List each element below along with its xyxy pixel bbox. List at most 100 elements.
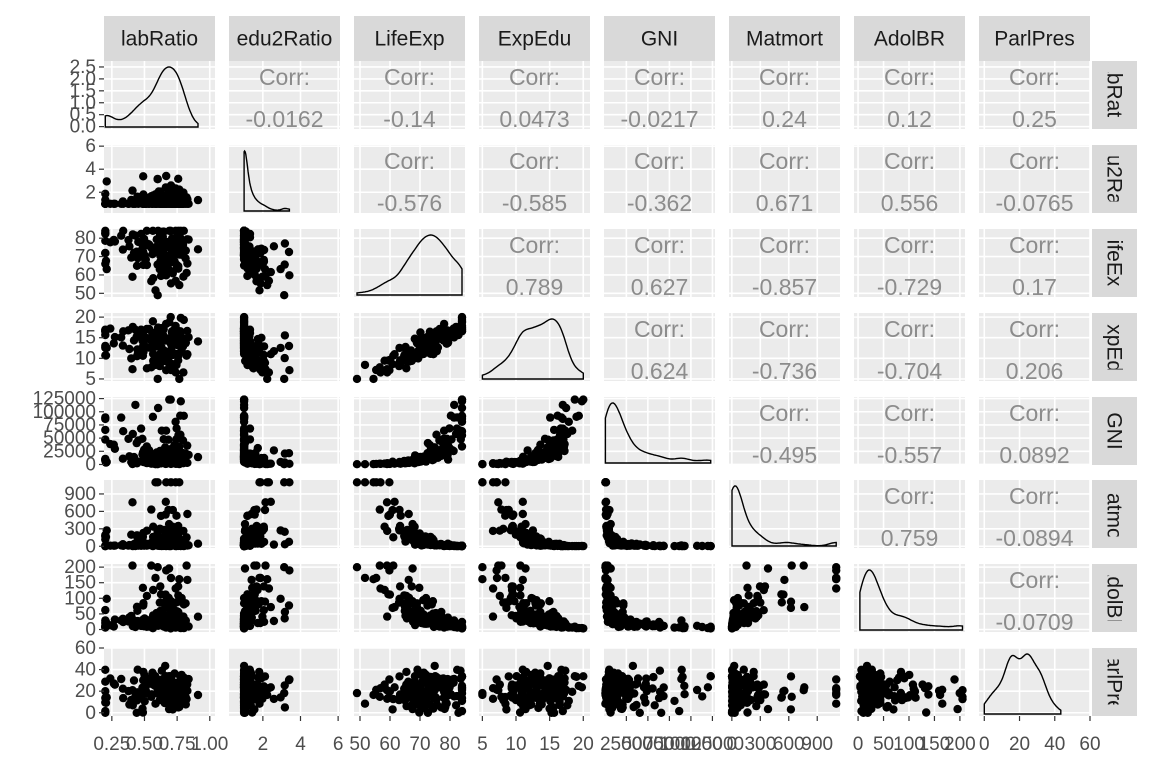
scatter-point [148, 624, 158, 633]
scatter-point [635, 708, 644, 717]
scatter-point [492, 573, 502, 583]
scatter-point [706, 622, 715, 631]
corr-title: Corr: [884, 148, 935, 174]
scatter-point [753, 591, 762, 601]
scatter-point [266, 683, 275, 692]
scatter-point [162, 171, 171, 181]
scatter-point [547, 708, 556, 717]
scatter-point [570, 395, 579, 404]
scatter-point [166, 597, 176, 606]
panel-ExpEdu-LifeExp [352, 312, 467, 384]
scatter-point [501, 573, 510, 583]
scatter-point [601, 478, 610, 487]
panel-ExpEdu-ExpEdu [479, 313, 590, 381]
panel-background [729, 480, 840, 548]
corr-value-labRatio-LifeExp: -0.14 [383, 106, 436, 132]
scatter-point [175, 610, 184, 619]
scatter-point [407, 582, 416, 591]
corr-title: Corr: [634, 232, 685, 258]
scatter-point [176, 623, 185, 633]
scatter-point [148, 329, 157, 338]
panel-LifeExp-labRatio [101, 226, 215, 300]
corr-title: Corr: [634, 316, 685, 342]
scatter-point [257, 674, 266, 683]
scatter-point [149, 274, 158, 283]
scatter-point [193, 245, 203, 254]
scatter-point [140, 341, 149, 350]
panel-LifeExp-ParlPres: Corr: 0.17 [979, 229, 1091, 300]
scatter-point [832, 675, 841, 684]
scatter-point [419, 668, 428, 677]
scatter-point [149, 680, 158, 689]
scatter-point [561, 403, 571, 413]
scatter-point [523, 694, 532, 704]
scatter-point [285, 566, 294, 575]
scatter-point [619, 599, 628, 608]
scatter-point [101, 665, 110, 674]
scatter-point [132, 261, 142, 270]
scatter-point [509, 687, 518, 696]
scatter-point [167, 530, 176, 539]
column-strip-AdolBR [854, 16, 965, 61]
scatter-point [139, 622, 149, 631]
scatter-point [924, 690, 933, 699]
scatter-point [601, 505, 611, 514]
scatter-point [625, 684, 634, 693]
scatter-point [269, 347, 279, 356]
scatter-point [250, 561, 259, 570]
scatter-point [257, 333, 266, 342]
scatter-point [239, 682, 249, 691]
scatter-point [360, 478, 370, 487]
scatter-point [253, 618, 262, 628]
column-strip-label: AdolBR [874, 28, 945, 51]
scatter-point [603, 694, 612, 704]
corr-value-edu2Ratio-AdolBR: 0.556 [881, 190, 939, 216]
scatter-point [548, 445, 557, 454]
scatter-point [280, 353, 289, 363]
scatter-point [239, 403, 249, 413]
scatter-point [389, 351, 398, 360]
scatter-point [128, 429, 137, 439]
panel-LifeExp-Matmort: Corr: -0.857 [729, 229, 840, 300]
scatter-point [533, 445, 543, 455]
scatter-point [156, 261, 165, 271]
scatter-point [742, 694, 751, 704]
scatter-point [239, 672, 249, 681]
scatter-point [128, 230, 137, 239]
scatter-point [284, 247, 294, 257]
scatter-point [149, 356, 158, 365]
panel-AdolBR-LifeExp [352, 561, 467, 633]
scatter-point [537, 700, 546, 709]
scatter-point [546, 413, 555, 422]
scatter-point [156, 511, 166, 521]
scatter-point [139, 445, 149, 454]
scatter-point [128, 701, 137, 710]
scatter-point [276, 343, 285, 353]
scatter-point [151, 573, 160, 583]
scatter-point [193, 539, 203, 548]
scatter-point [561, 541, 570, 551]
scatter-point [149, 585, 158, 595]
panel-Matmort-edu2Ratio [229, 478, 340, 551]
scatter-point [128, 322, 137, 332]
scatter-point [176, 411, 185, 420]
scatter-point [250, 268, 259, 278]
scatter-point [428, 674, 438, 683]
corr-value-edu2Ratio-Matmort: 0.671 [756, 190, 814, 216]
scatter-point [444, 445, 453, 454]
corr-title: Corr: [509, 148, 560, 174]
scatter-point [624, 675, 634, 685]
scatter-point [454, 708, 463, 717]
scatter-point [117, 674, 126, 684]
scatter-point [175, 575, 184, 584]
density-curve-LifeExp [356, 234, 463, 296]
scatter-point [175, 374, 184, 384]
scatter-point [182, 351, 191, 360]
scatter-point [148, 412, 158, 421]
scatter-point [239, 445, 249, 454]
scatter-point [383, 612, 392, 621]
panel-labRatio-Matmort: Corr: 0.24 [729, 61, 840, 132]
scatter-point [613, 540, 622, 549]
scatter-point [127, 457, 136, 467]
panel-ParlPres-ExpEdu [478, 647, 590, 717]
